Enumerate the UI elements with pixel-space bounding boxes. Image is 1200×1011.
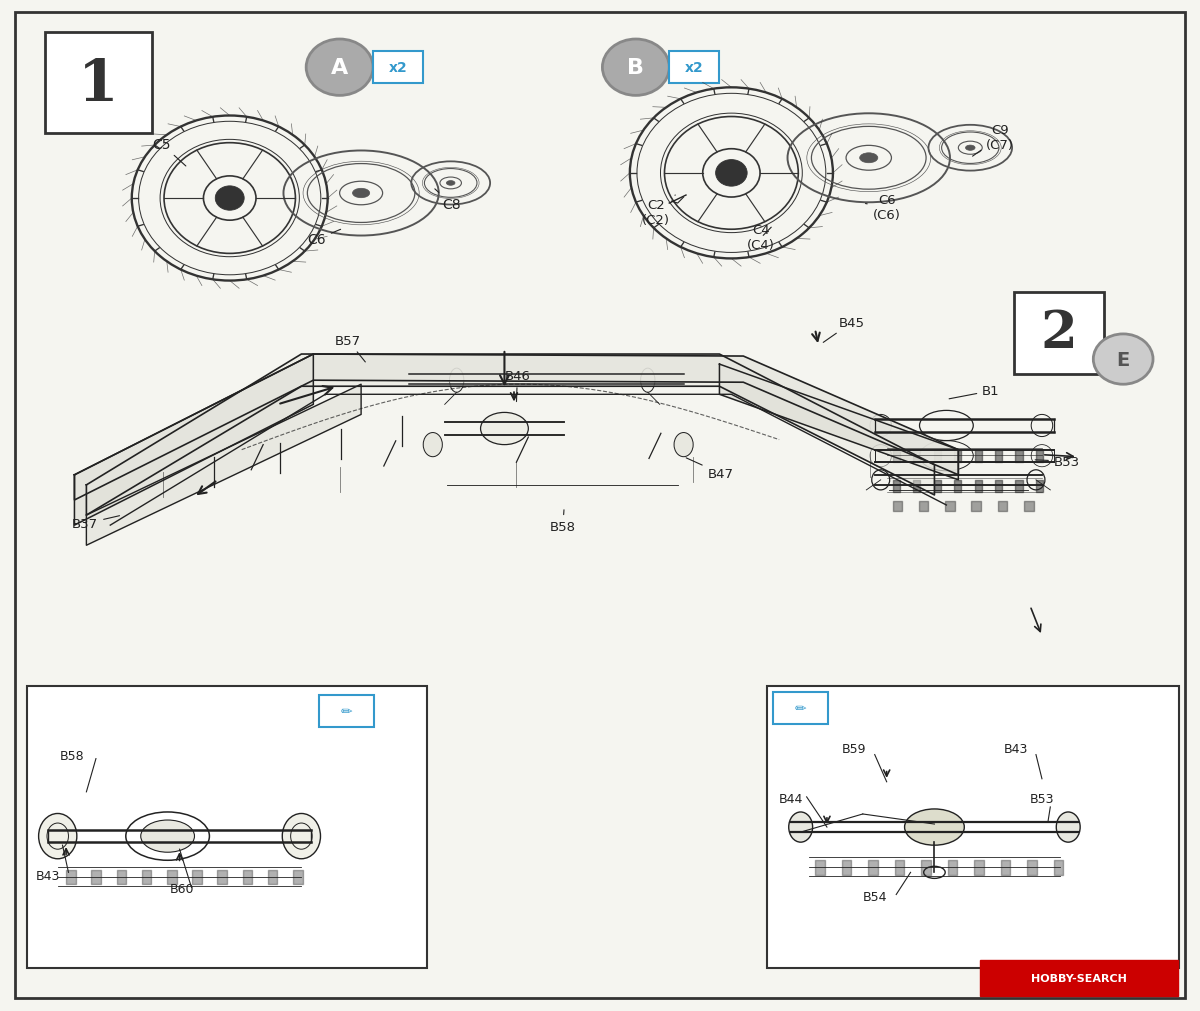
Ellipse shape <box>140 820 194 852</box>
Ellipse shape <box>446 181 455 186</box>
Ellipse shape <box>674 433 694 457</box>
Text: B43: B43 <box>36 869 60 883</box>
Text: B53: B53 <box>1030 792 1055 805</box>
Ellipse shape <box>424 433 443 457</box>
Text: C9
(C7): C9 (C7) <box>972 123 1014 157</box>
Text: B60: B60 <box>170 883 194 896</box>
Text: C5: C5 <box>152 137 186 167</box>
Text: HOBBY-SEARCH: HOBBY-SEARCH <box>1031 973 1127 983</box>
Text: B58: B58 <box>60 749 85 762</box>
Text: B44: B44 <box>779 792 804 805</box>
Text: C4
(C4): C4 (C4) <box>748 224 775 252</box>
Text: B46: B46 <box>504 370 530 402</box>
Text: B: B <box>628 59 644 78</box>
Circle shape <box>215 187 244 211</box>
Polygon shape <box>74 355 959 500</box>
Ellipse shape <box>859 154 878 164</box>
Ellipse shape <box>480 413 528 445</box>
Text: C6
(C6): C6 (C6) <box>865 194 901 222</box>
Circle shape <box>602 40 670 96</box>
Polygon shape <box>720 365 959 480</box>
Ellipse shape <box>1056 812 1080 842</box>
Circle shape <box>715 161 748 187</box>
Text: B59: B59 <box>841 742 865 755</box>
Ellipse shape <box>353 189 370 198</box>
Ellipse shape <box>282 814 320 859</box>
Text: x2: x2 <box>389 61 408 75</box>
Ellipse shape <box>788 812 812 842</box>
Text: B1: B1 <box>949 385 1000 399</box>
Text: C8: C8 <box>434 190 461 212</box>
Polygon shape <box>74 355 313 526</box>
Text: C6: C6 <box>307 231 341 247</box>
Circle shape <box>1093 335 1153 385</box>
Polygon shape <box>86 385 361 546</box>
Text: A: A <box>331 59 348 78</box>
Text: B43: B43 <box>1003 742 1028 755</box>
Text: B57: B57 <box>335 335 365 363</box>
Text: B53: B53 <box>1036 455 1080 468</box>
Ellipse shape <box>38 814 77 859</box>
Text: C2
(C2): C2 (C2) <box>642 196 676 227</box>
FancyBboxPatch shape <box>319 696 374 728</box>
FancyBboxPatch shape <box>373 52 424 84</box>
Text: x2: x2 <box>685 61 703 75</box>
FancyBboxPatch shape <box>14 13 1186 998</box>
Text: ✏: ✏ <box>341 705 353 719</box>
Text: E: E <box>1116 350 1129 369</box>
Text: ✏: ✏ <box>794 702 806 716</box>
FancyBboxPatch shape <box>1014 292 1104 375</box>
Text: B45: B45 <box>823 316 865 343</box>
Polygon shape <box>86 355 935 516</box>
FancyBboxPatch shape <box>44 33 152 133</box>
FancyBboxPatch shape <box>670 52 720 84</box>
Text: B37: B37 <box>72 517 120 531</box>
FancyBboxPatch shape <box>773 693 828 725</box>
Ellipse shape <box>966 146 976 152</box>
Text: 2: 2 <box>1040 308 1078 359</box>
Circle shape <box>306 40 373 96</box>
Text: B54: B54 <box>863 890 887 903</box>
FancyBboxPatch shape <box>767 686 1180 968</box>
Text: 1: 1 <box>78 58 119 113</box>
FancyBboxPatch shape <box>980 960 1178 996</box>
FancyBboxPatch shape <box>26 686 427 968</box>
Ellipse shape <box>905 809 965 845</box>
Text: B47: B47 <box>686 458 733 480</box>
Text: B58: B58 <box>550 511 576 534</box>
